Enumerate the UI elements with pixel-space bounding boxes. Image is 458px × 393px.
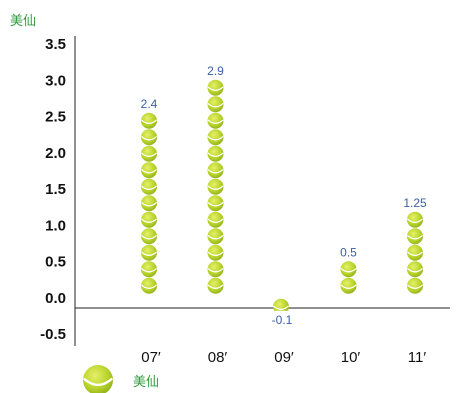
y-tick-label: 2.5 <box>45 109 66 126</box>
y-tick-label: 0.0 <box>45 290 66 307</box>
bar-ball <box>207 129 224 146</box>
bar-ball <box>207 211 224 228</box>
x-tick-label: 08′ <box>208 349 228 366</box>
bar-ball <box>207 195 224 212</box>
bar-ball <box>406 244 424 261</box>
bar-ball <box>406 277 424 294</box>
bar-5 <box>406 211 424 294</box>
x-axis-ticks: 07′ 08′ 09′ 10′ 11′ <box>141 349 426 366</box>
legend-ball-shape <box>82 365 114 393</box>
y-tick-label: 2.0 <box>45 145 66 162</box>
x-tick-label: 09′ <box>274 349 294 366</box>
x-tick-label: 11′ <box>408 349 427 366</box>
bar-2 <box>207 79 224 294</box>
y-tick-label: 3.0 <box>45 72 66 89</box>
value-labels: 2.4 2.9 -0.1 0.5 1.25 <box>141 64 427 327</box>
data-label: 2.9 <box>207 64 224 78</box>
y-tick-label: 3.5 <box>45 36 66 53</box>
ball-columns <box>140 79 424 311</box>
bar-ball <box>140 112 158 129</box>
bar-ball <box>340 261 357 278</box>
bar-ball <box>272 298 290 311</box>
bar-ball <box>207 112 224 129</box>
data-label: 2.4 <box>141 97 158 111</box>
tennis-ball-icon <box>82 365 114 393</box>
y-tick-label: 1.5 <box>45 181 66 198</box>
bar-ball <box>140 129 158 146</box>
bar-ball <box>207 228 224 245</box>
bar-ball <box>207 96 224 113</box>
y-tick-label: -0.5 <box>40 326 66 343</box>
bar-ball <box>140 228 158 245</box>
bar-ball <box>140 244 158 261</box>
legend-label: 美仙 <box>133 374 159 389</box>
bar-ball <box>406 228 424 245</box>
bar-ball <box>140 277 158 294</box>
bar-ball <box>140 211 158 228</box>
bar-ball <box>207 277 224 294</box>
bar-ball <box>207 244 224 261</box>
bar-ball <box>140 178 158 195</box>
data-label: -0.1 <box>272 313 293 327</box>
y-tick-label: 1.0 <box>45 217 66 234</box>
bar-ball-partial <box>272 298 290 311</box>
x-tick-label: 10′ <box>341 349 361 366</box>
bar-ball <box>140 162 158 179</box>
bar-ball <box>140 145 158 162</box>
y-unit-label: 美仙 <box>10 13 36 28</box>
bar-4 <box>340 261 357 294</box>
data-label: 0.5 <box>340 245 357 259</box>
bar-ball <box>406 261 424 278</box>
bar-ball <box>207 162 224 179</box>
bar-ball <box>207 261 224 278</box>
bar-ball <box>207 145 224 162</box>
legend: 美仙 <box>82 365 159 393</box>
bar-ball <box>406 211 424 228</box>
y-axis-ticks: 3.5 3.0 2.5 2.0 1.5 1.0 0.5 0.0 -0.5 <box>40 36 66 343</box>
bar-ball <box>340 277 357 294</box>
y-tick-label: 0.5 <box>45 254 66 271</box>
bar-3 <box>272 298 290 311</box>
bar-1 <box>140 112 158 294</box>
data-label: 1.25 <box>403 196 427 210</box>
x-tick-label: 07′ <box>141 349 161 366</box>
bar-ball <box>207 178 224 195</box>
bar-ball <box>140 195 158 212</box>
bar-ball <box>207 79 224 96</box>
bar-ball <box>140 261 158 278</box>
